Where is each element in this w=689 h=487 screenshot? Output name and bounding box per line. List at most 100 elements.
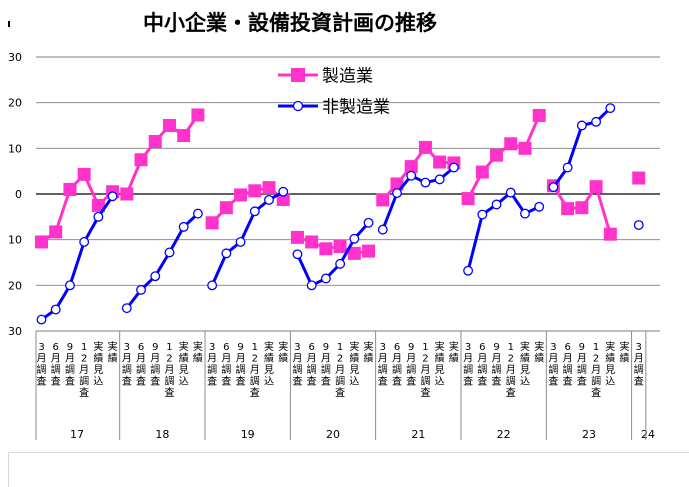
data-point — [121, 303, 132, 314]
data-point — [205, 216, 219, 230]
data-point — [463, 265, 474, 276]
x-sub-label-char: 績 — [93, 352, 103, 365]
x-sub-label-char: 実 — [278, 340, 288, 353]
data-point — [64, 280, 75, 291]
title-left-mark — [8, 21, 10, 27]
x-sub-label-char: 1 — [81, 342, 87, 353]
x-sub-label-char: 査 — [634, 375, 644, 388]
data-point — [207, 280, 218, 291]
x-sub-label-char: 調 — [634, 363, 644, 376]
data-point — [150, 271, 161, 282]
x-sub-label-char: 月 — [420, 364, 430, 376]
x-sub-label-char: 査 — [392, 375, 402, 388]
x-sub-label-char: 2 — [337, 354, 343, 365]
x-sub-label-char: 月 — [406, 353, 416, 365]
data-point — [292, 249, 303, 260]
x-sub-label-char: 調 — [591, 375, 601, 388]
x-sub-label-char: 1 — [593, 342, 599, 353]
data-point — [191, 108, 205, 122]
x-sub-label-char: 調 — [392, 363, 402, 376]
data-point — [433, 155, 447, 169]
data-point — [36, 314, 47, 325]
x-sub-label-char: 調 — [548, 363, 558, 376]
data-point — [603, 227, 617, 241]
x-sub-label-char: 1 — [508, 342, 514, 353]
x-sub-label-char: 実 — [179, 340, 189, 353]
x-sub-label-char: 査 — [37, 375, 47, 388]
x-sub-label-char: 9 — [408, 342, 414, 353]
data-point — [305, 235, 319, 249]
x-sub-label-char: 月 — [591, 364, 601, 376]
x-sub-label-char: 見 — [605, 364, 615, 376]
x-sub-label-char: 6 — [53, 342, 59, 353]
x-sub-label-char: 月 — [463, 353, 473, 365]
data-point — [162, 119, 176, 132]
x-sub-label-char: 実 — [193, 340, 203, 353]
data-point — [177, 129, 191, 143]
x-sub-label-char: 実 — [364, 340, 374, 353]
x-sub-label-char: 込 — [264, 376, 274, 388]
data-point — [548, 182, 559, 193]
data-point — [262, 181, 276, 195]
x-sub-label-char: 調 — [122, 363, 132, 376]
x-sub-label-char: 1 — [166, 342, 172, 353]
chart-svg: 中小企業・設備投資計画の推移30201001020303月調査6月調査9月調査1… — [8, 11, 660, 441]
x-sub-label-char: 績 — [349, 352, 359, 365]
x-sub-label-char: 月 — [207, 353, 217, 365]
x-sub-label-char: 2 — [593, 354, 599, 365]
x-sub-label-char: 実 — [620, 340, 630, 353]
chart-title: 中小企業・設備投資計画の推移 — [143, 11, 437, 35]
data-point — [632, 171, 646, 185]
x-sub-label-char: 6 — [138, 342, 144, 353]
y-tick-label: 0 — [15, 188, 22, 201]
data-point — [192, 208, 203, 219]
data-point — [134, 153, 148, 167]
x-sub-label-char: 2 — [422, 354, 428, 365]
x-sub-label-char: 月 — [51, 353, 61, 365]
x-sub-label-char: 査 — [591, 386, 601, 399]
x-sub-label: 実績 — [108, 340, 118, 365]
x-sub-label-char: 実 — [605, 340, 615, 353]
x-sub-label-char: 査 — [321, 375, 331, 388]
data-point — [219, 201, 233, 215]
x-sub-label: 実績 — [620, 340, 630, 365]
data-point — [392, 188, 402, 199]
data-point — [306, 280, 317, 291]
data-point — [518, 141, 532, 155]
x-sub-label-char: 実 — [534, 340, 544, 353]
x-sub-label-char: 査 — [406, 375, 416, 388]
data-point — [178, 221, 189, 232]
x-sub-label-char: 9 — [323, 342, 329, 353]
data-point — [148, 134, 162, 148]
x-sub-label-char: 調 — [420, 375, 430, 388]
data-point — [276, 192, 290, 206]
x-sub-label-char: 月 — [65, 353, 75, 365]
x-sub-label-char: 月 — [335, 364, 345, 376]
series-line — [466, 190, 540, 272]
data-point — [248, 184, 262, 198]
data-point — [333, 240, 347, 254]
x-sub-label-char: 3 — [294, 342, 300, 353]
x-sub-label-char: 績 — [264, 352, 274, 365]
x-sub-label-char: 6 — [479, 342, 485, 353]
legend-label: 製造業 — [322, 67, 373, 87]
data-point — [377, 224, 388, 235]
x-sub-label-char: 調 — [492, 363, 502, 376]
data-point — [347, 246, 361, 260]
chart: 中小企業・設備投資計画の推移 30 20 10 0 10 20 30 3 月調査 6 月調査 9 月調査 1… — [8, 11, 660, 441]
data-point — [278, 186, 289, 197]
y-tick-label: 20 — [8, 97, 22, 110]
x-sub-label-char: 月 — [37, 353, 47, 365]
x-sub-label-char: 月 — [477, 353, 487, 365]
data-point — [363, 217, 374, 228]
